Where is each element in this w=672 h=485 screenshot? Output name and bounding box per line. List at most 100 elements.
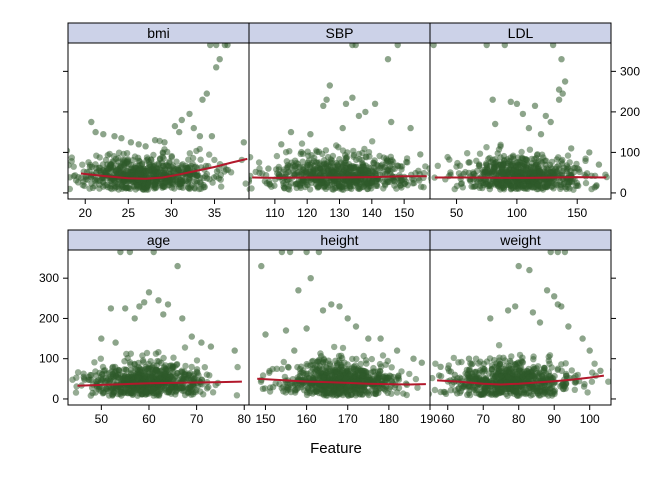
strip-title-ldl: LDL xyxy=(508,25,534,41)
point xyxy=(69,376,76,383)
point xyxy=(356,156,363,163)
point xyxy=(501,385,508,393)
point xyxy=(282,149,290,156)
point xyxy=(471,368,479,376)
point xyxy=(526,146,534,153)
point xyxy=(558,56,565,63)
point xyxy=(591,184,598,191)
point xyxy=(286,250,294,256)
y-tick-label: 200 xyxy=(620,105,640,119)
point xyxy=(595,161,603,168)
point xyxy=(334,162,341,169)
point xyxy=(588,378,596,385)
point xyxy=(84,176,91,183)
x-tick-label: 100 xyxy=(580,412,600,426)
point xyxy=(286,186,293,193)
point xyxy=(194,179,201,187)
point xyxy=(175,166,182,173)
point xyxy=(430,43,437,49)
point xyxy=(379,352,387,359)
point xyxy=(370,160,378,167)
y-tick-label: 100 xyxy=(620,145,640,159)
point xyxy=(455,384,463,392)
point xyxy=(282,327,290,334)
point xyxy=(68,185,73,193)
y-tick-label: 300 xyxy=(620,64,640,78)
points-bmi xyxy=(68,43,249,193)
point xyxy=(278,365,285,373)
point xyxy=(102,156,110,164)
point xyxy=(388,364,395,371)
point xyxy=(568,145,575,152)
point xyxy=(164,148,171,156)
point xyxy=(495,342,503,349)
point xyxy=(559,90,566,97)
point xyxy=(395,372,402,379)
x-axis-title: Feature xyxy=(310,440,362,457)
point xyxy=(388,390,395,397)
point xyxy=(117,250,124,256)
point xyxy=(126,250,134,256)
y-tick-label: 300 xyxy=(39,271,59,285)
point xyxy=(519,354,526,361)
point xyxy=(142,143,149,150)
point xyxy=(571,386,578,393)
point xyxy=(513,371,520,378)
point xyxy=(309,365,316,372)
point xyxy=(74,369,82,376)
point xyxy=(193,387,200,394)
point xyxy=(491,356,498,364)
point xyxy=(379,170,386,177)
point xyxy=(190,124,197,132)
point xyxy=(223,166,230,173)
point xyxy=(111,133,118,140)
point xyxy=(472,182,479,190)
x-tick-label: 20 xyxy=(79,206,93,220)
point xyxy=(545,353,552,361)
point xyxy=(492,156,499,163)
point xyxy=(465,355,473,362)
point xyxy=(510,184,517,192)
point xyxy=(352,43,359,49)
point xyxy=(565,171,573,178)
point xyxy=(209,389,217,396)
point xyxy=(322,358,329,365)
point xyxy=(344,315,351,322)
point xyxy=(501,43,508,49)
point xyxy=(371,100,379,108)
point xyxy=(168,152,175,160)
point xyxy=(188,363,195,371)
point xyxy=(115,158,122,165)
point xyxy=(343,365,350,372)
point xyxy=(519,110,527,118)
point xyxy=(365,335,372,342)
point xyxy=(363,360,370,367)
point xyxy=(488,366,496,373)
point xyxy=(490,171,497,178)
point xyxy=(559,170,566,177)
point xyxy=(127,350,134,357)
point xyxy=(185,156,192,163)
point xyxy=(489,372,496,380)
point xyxy=(287,128,295,136)
point xyxy=(299,150,307,157)
x-tick-label: 30 xyxy=(165,206,179,220)
point xyxy=(437,363,444,370)
point xyxy=(102,169,109,176)
point xyxy=(143,389,150,396)
point xyxy=(575,166,583,173)
strip-title-sbp: SBP xyxy=(325,25,353,41)
point xyxy=(163,365,170,373)
point xyxy=(469,360,476,367)
point xyxy=(486,181,493,188)
point xyxy=(492,120,499,128)
x-tick-label: 90 xyxy=(548,412,562,426)
point xyxy=(354,367,362,374)
point xyxy=(582,157,589,164)
point xyxy=(317,165,324,173)
point xyxy=(79,161,86,168)
point xyxy=(87,392,95,399)
point xyxy=(329,186,336,193)
point xyxy=(339,124,346,132)
